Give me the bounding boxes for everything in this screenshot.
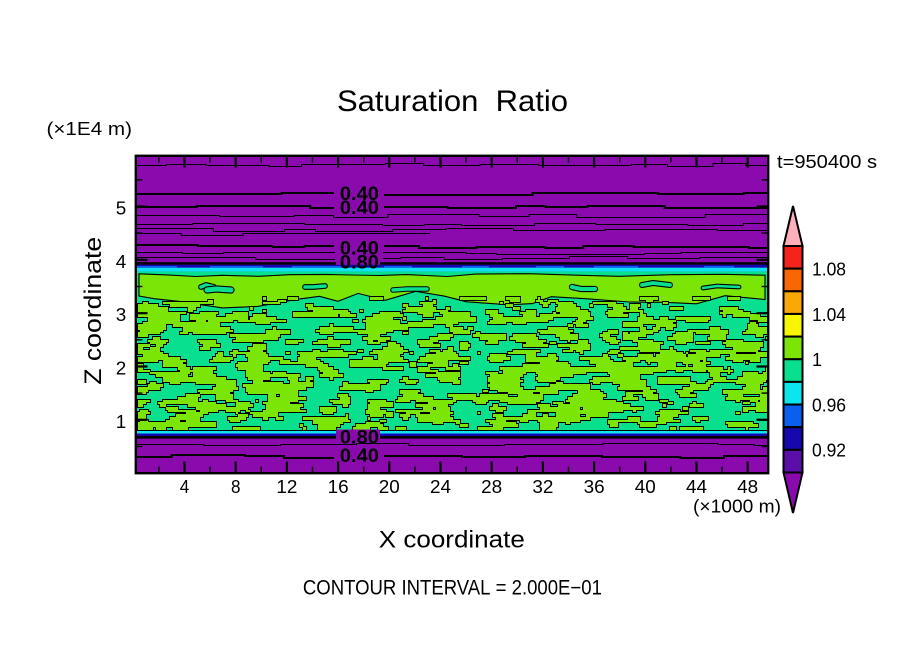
svg-text:0.80: 0.80 bbox=[340, 427, 379, 448]
svg-text:36: 36 bbox=[584, 477, 605, 497]
svg-text:1.08: 1.08 bbox=[812, 259, 846, 279]
svg-text:44: 44 bbox=[686, 477, 707, 497]
svg-text:2: 2 bbox=[116, 359, 127, 379]
svg-text:0.92: 0.92 bbox=[812, 441, 846, 461]
svg-text:(×1E4 m): (×1E4 m) bbox=[47, 119, 133, 139]
svg-text:0.40: 0.40 bbox=[340, 446, 379, 467]
svg-text:1: 1 bbox=[812, 350, 822, 370]
svg-text:(×1000 m): (×1000 m) bbox=[693, 497, 781, 517]
svg-text:8: 8 bbox=[231, 477, 241, 497]
svg-text:20: 20 bbox=[379, 477, 400, 497]
svg-text:1.04: 1.04 bbox=[812, 305, 846, 325]
svg-text:1: 1 bbox=[116, 412, 127, 432]
svg-text:28: 28 bbox=[481, 477, 502, 497]
svg-text:3: 3 bbox=[116, 305, 127, 325]
svg-text:16: 16 bbox=[328, 477, 349, 497]
svg-text:5: 5 bbox=[116, 199, 127, 219]
svg-text:0.40: 0.40 bbox=[340, 184, 379, 205]
svg-text:0.80: 0.80 bbox=[340, 252, 379, 273]
svg-text:Saturation Ratio: Saturation Ratio bbox=[337, 85, 568, 118]
svg-text:X coordinate: X coordinate bbox=[379, 527, 525, 554]
svg-text:0.40: 0.40 bbox=[340, 238, 379, 259]
svg-text:4: 4 bbox=[180, 477, 190, 497]
svg-text:t=950400 s: t=950400 s bbox=[777, 152, 877, 172]
svg-text:48: 48 bbox=[737, 477, 758, 497]
svg-text:24: 24 bbox=[430, 477, 451, 497]
svg-text:40: 40 bbox=[635, 477, 656, 497]
svg-text:4: 4 bbox=[116, 252, 127, 272]
svg-text:0.40: 0.40 bbox=[340, 198, 379, 219]
svg-text:Z coordinate: Z coordinate bbox=[80, 237, 107, 385]
svg-text:CONTOUR INTERVAL = 2.000E−01: CONTOUR INTERVAL = 2.000E−01 bbox=[303, 577, 602, 600]
svg-text:32: 32 bbox=[532, 477, 553, 497]
svg-text:12: 12 bbox=[276, 477, 297, 497]
svg-text:0.96: 0.96 bbox=[812, 395, 846, 415]
